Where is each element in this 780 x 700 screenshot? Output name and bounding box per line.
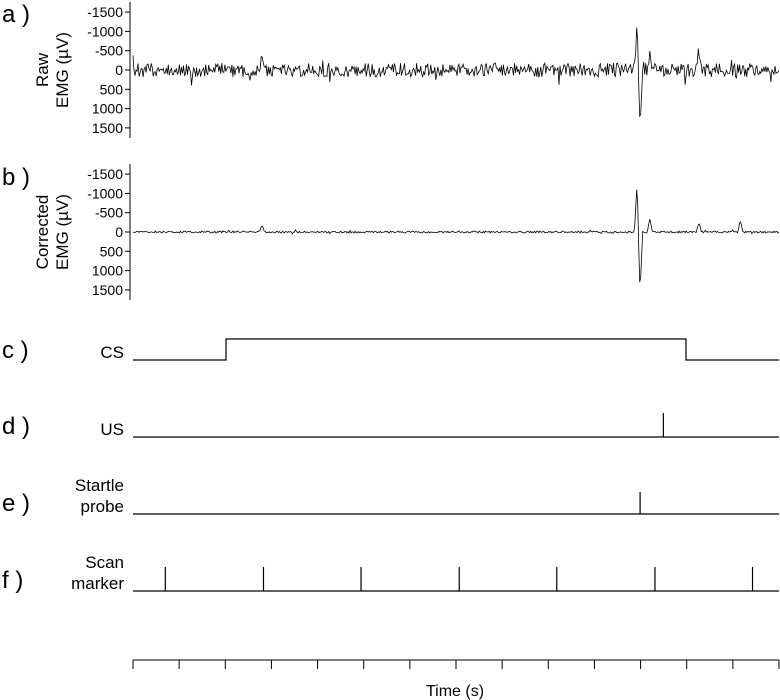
x-axis-label: Time (s) [426, 683, 484, 700]
y-tick-label: -500 [95, 43, 123, 59]
y-axis-label: EMG (µV) [53, 194, 72, 270]
y-tick-label: 0 [115, 62, 123, 78]
panel-label-d: d ) [2, 413, 30, 440]
panel-label-a: a ) [2, 1, 30, 28]
channel-label: US [100, 420, 124, 439]
cs-step-trace [133, 338, 779, 361]
channel-label: CS [100, 343, 124, 362]
panel-label-c: c ) [2, 337, 29, 364]
y-tick-label: -1000 [87, 23, 123, 39]
panel-label-e: e ) [2, 490, 30, 517]
emg-trace-corrected [132, 189, 780, 283]
y-axis-label: Raw [33, 52, 52, 87]
y-tick-label: -1500 [87, 166, 123, 182]
y-tick-label: 1000 [92, 263, 123, 279]
channel-label: Scan [85, 553, 124, 572]
y-axis-label: EMG (µV) [53, 32, 72, 108]
channel-label: Startle [75, 476, 124, 495]
y-tick-label: -1500 [87, 4, 123, 20]
channel-label: probe [81, 497, 124, 516]
y-tick-label: 1500 [92, 282, 123, 298]
y-tick-label: 1500 [92, 120, 123, 136]
channel-label: marker [71, 574, 124, 593]
emg-trace-raw [132, 27, 780, 118]
y-tick-label: 500 [100, 81, 124, 97]
panel-label-b: b ) [2, 164, 30, 191]
panel-label-f: f ) [2, 567, 23, 594]
y-tick-label: -1000 [87, 185, 123, 201]
y-tick-label: 1000 [92, 101, 123, 117]
y-tick-label: 0 [115, 224, 123, 240]
y-tick-label: -500 [95, 205, 123, 221]
y-axis-label: Corrected [33, 195, 52, 270]
y-tick-label: 500 [100, 243, 124, 259]
